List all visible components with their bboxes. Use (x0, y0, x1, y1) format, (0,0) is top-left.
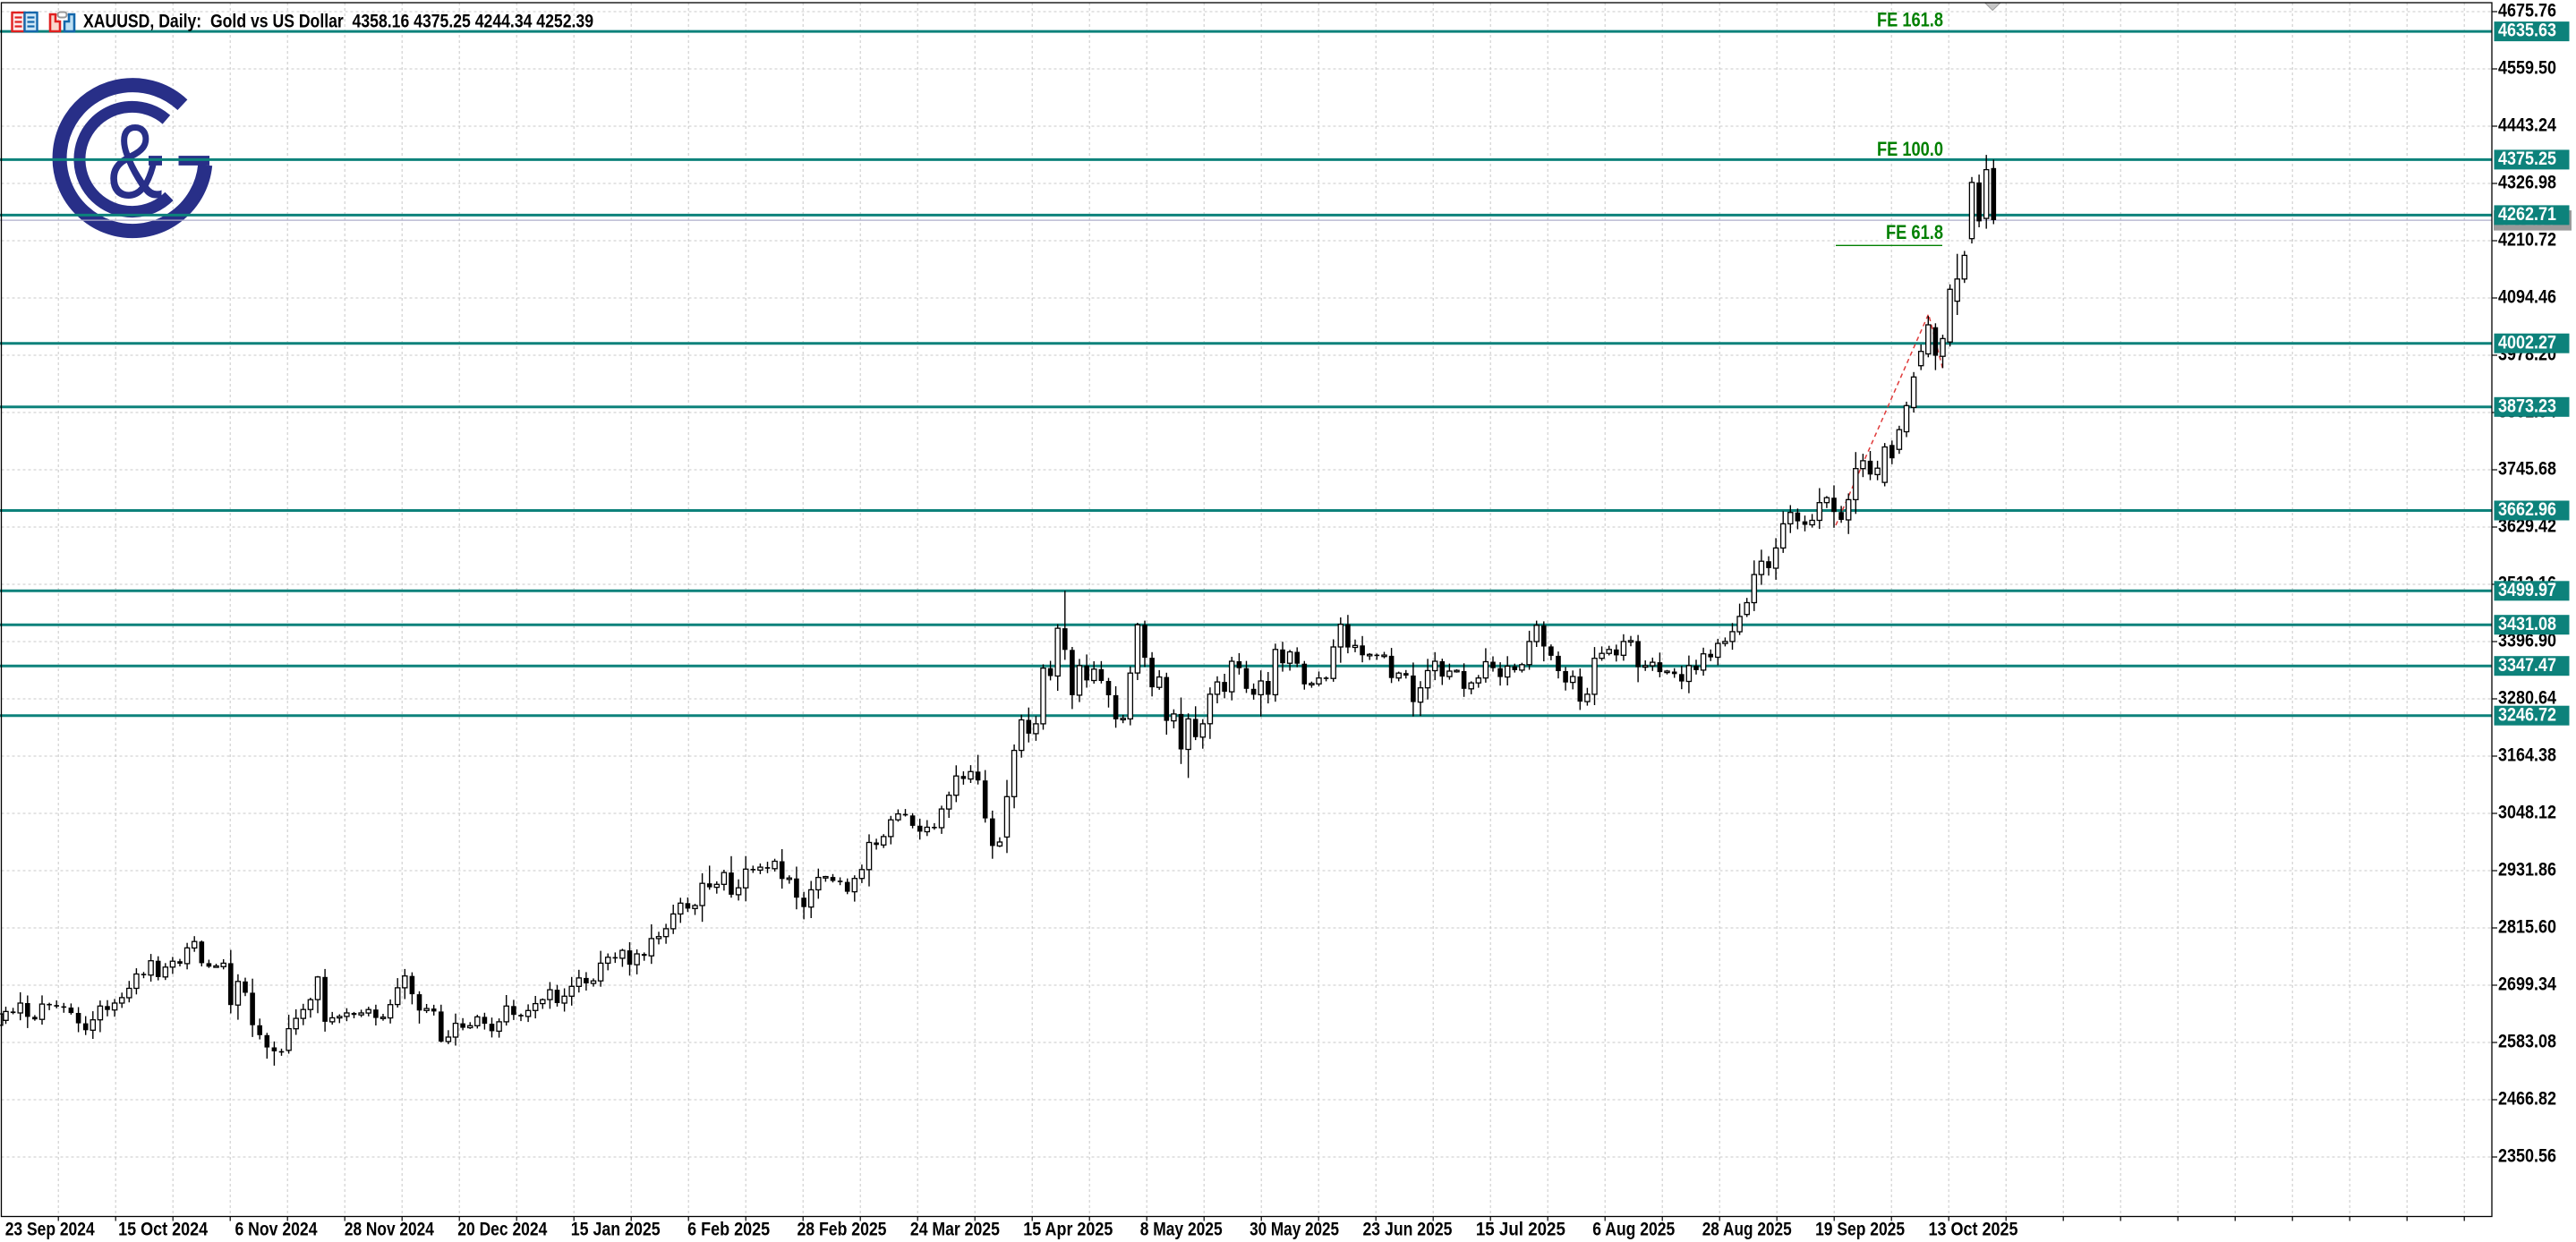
svg-text:FE 100.0: FE 100.0 (1877, 138, 1943, 160)
svg-text:20 Dec 2024: 20 Dec 2024 (457, 1220, 547, 1240)
svg-text:3246.72: 3246.72 (2498, 704, 2556, 725)
svg-text:23 Sep 2024: 23 Sep 2024 (5, 1220, 95, 1240)
svg-text:4210.72: 4210.72 (2498, 230, 2556, 251)
svg-text:3662.96: 3662.96 (2498, 499, 2556, 520)
svg-text:6 Feb 2025: 6 Feb 2025 (687, 1220, 770, 1240)
svg-text:19 Sep 2025: 19 Sep 2025 (1815, 1220, 1905, 1240)
svg-text:4326.98: 4326.98 (2498, 173, 2556, 193)
svg-text:4675.76: 4675.76 (2498, 1, 2556, 21)
svg-text:&: & (107, 103, 163, 221)
svg-text:3745.68: 3745.68 (2498, 459, 2556, 480)
svg-text:4443.24: 4443.24 (2498, 115, 2556, 136)
svg-text:3164.38: 3164.38 (2498, 745, 2556, 766)
svg-text:24 Mar 2025: 24 Mar 2025 (910, 1220, 1000, 1240)
svg-text:FE 61.8: FE 61.8 (1886, 221, 1943, 243)
svg-text:13 Oct 2025: 13 Oct 2025 (1929, 1220, 2018, 1240)
svg-text:4375.25: 4375.25 (2498, 149, 2556, 169)
svg-text:XAUUSD, Daily: Gold vs US Dol: XAUUSD, Daily: Gold vs US Dollar 4358.16… (83, 11, 593, 31)
svg-text:4002.27: 4002.27 (2498, 332, 2556, 353)
svg-text:15 Jul 2025: 15 Jul 2025 (1476, 1220, 1565, 1240)
svg-text:3280.64: 3280.64 (2498, 688, 2556, 709)
svg-text:FE 161.8: FE 161.8 (1877, 8, 1943, 30)
svg-text:2466.82: 2466.82 (2498, 1089, 2556, 1110)
svg-text:2583.08: 2583.08 (2498, 1032, 2556, 1052)
svg-text:28 Aug 2025: 28 Aug 2025 (1702, 1220, 1792, 1240)
svg-text:28 Feb 2025: 28 Feb 2025 (798, 1220, 887, 1240)
svg-text:23 Jun 2025: 23 Jun 2025 (1363, 1220, 1453, 1240)
svg-text:2815.60: 2815.60 (2498, 917, 2556, 938)
svg-text:4094.46: 4094.46 (2498, 287, 2556, 308)
svg-text:30 May 2025: 30 May 2025 (1250, 1220, 1339, 1240)
svg-text:3347.47: 3347.47 (2498, 655, 2556, 676)
svg-text:3431.08: 3431.08 (2498, 614, 2556, 634)
svg-text:3048.12: 3048.12 (2498, 803, 2556, 823)
svg-text:3629.42: 3629.42 (2498, 516, 2556, 537)
svg-text:6 Aug 2025: 6 Aug 2025 (1592, 1220, 1675, 1240)
svg-text:3873.23: 3873.23 (2498, 396, 2556, 416)
svg-text:28 Nov 2024: 28 Nov 2024 (345, 1220, 434, 1240)
svg-text:8 May 2025: 8 May 2025 (1140, 1220, 1223, 1240)
svg-text:4262.71: 4262.71 (2498, 204, 2556, 225)
svg-text:2350.56: 2350.56 (2498, 1146, 2556, 1167)
svg-text:3499.97: 3499.97 (2498, 580, 2556, 600)
svg-text:4559.50: 4559.50 (2498, 58, 2556, 79)
svg-text:15 Oct 2024: 15 Oct 2024 (118, 1220, 208, 1240)
svg-text:2699.34: 2699.34 (2498, 974, 2556, 995)
svg-text:15 Jan 2025: 15 Jan 2025 (571, 1220, 661, 1240)
svg-text:2931.86: 2931.86 (2498, 860, 2556, 880)
svg-text:4635.63: 4635.63 (2498, 21, 2556, 41)
svg-text:6 Nov 2024: 6 Nov 2024 (235, 1220, 318, 1240)
svg-text:3396.90: 3396.90 (2498, 631, 2556, 651)
svg-text:15 Apr 2025: 15 Apr 2025 (1023, 1220, 1113, 1240)
